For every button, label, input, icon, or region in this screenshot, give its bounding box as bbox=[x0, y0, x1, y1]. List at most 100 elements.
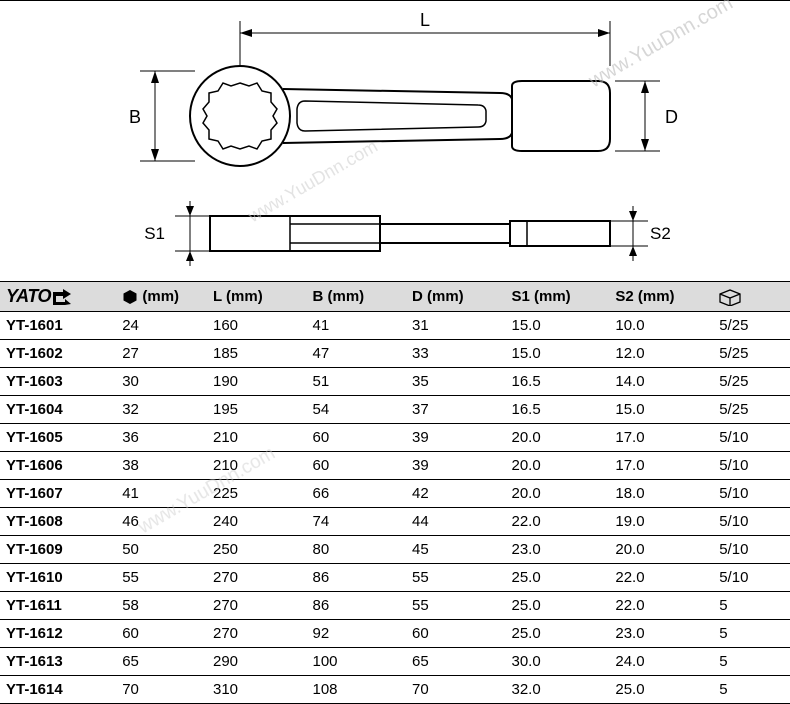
table-header-row: YATO (mm) L (mm) B (mm) D (mm) S1 (mm) bbox=[0, 282, 790, 312]
cell-hex: 27 bbox=[116, 340, 207, 368]
table-row: YT-160124160413115.010.05/25 bbox=[0, 312, 790, 340]
cell-S1: 20.0 bbox=[506, 452, 610, 480]
cell-B: 54 bbox=[307, 396, 407, 424]
cell-L: 310 bbox=[207, 676, 307, 704]
cell-S1: 25.0 bbox=[506, 620, 610, 648]
cell-S1: 15.0 bbox=[506, 340, 610, 368]
cell-S1: 15.0 bbox=[506, 312, 610, 340]
cell-pack: 5 bbox=[713, 648, 790, 676]
cell-code: YT-1609 bbox=[0, 536, 116, 564]
cell-S1: 25.0 bbox=[506, 564, 610, 592]
spec-table: YATO (mm) L (mm) B (mm) D (mm) S1 (mm) bbox=[0, 281, 790, 704]
cell-B: 47 bbox=[307, 340, 407, 368]
cell-B: 41 bbox=[307, 312, 407, 340]
cell-pack: 5/25 bbox=[713, 368, 790, 396]
cell-hex: 55 bbox=[116, 564, 207, 592]
col-hex-label: (mm) bbox=[142, 288, 179, 305]
cell-B: 108 bbox=[307, 676, 407, 704]
cell-code: YT-1605 bbox=[0, 424, 116, 452]
cell-S1: 16.5 bbox=[506, 396, 610, 424]
cell-hex: 36 bbox=[116, 424, 207, 452]
cell-L: 250 bbox=[207, 536, 307, 564]
cell-L: 210 bbox=[207, 424, 307, 452]
cell-code: YT-1610 bbox=[0, 564, 116, 592]
ring-socket-icon bbox=[203, 83, 277, 149]
cell-pack: 5/10 bbox=[713, 424, 790, 452]
table-row: YT-160536210603920.017.05/10 bbox=[0, 424, 790, 452]
cell-B: 60 bbox=[307, 424, 407, 452]
cell-code: YT-1611 bbox=[0, 592, 116, 620]
cell-S2: 25.0 bbox=[609, 676, 713, 704]
cell-S2: 12.0 bbox=[609, 340, 713, 368]
cell-code: YT-1604 bbox=[0, 396, 116, 424]
cell-L: 190 bbox=[207, 368, 307, 396]
cell-hex: 30 bbox=[116, 368, 207, 396]
table-row: YT-160950250804523.020.05/10 bbox=[0, 536, 790, 564]
cell-L: 225 bbox=[207, 480, 307, 508]
cell-D: 42 bbox=[406, 480, 506, 508]
cell-S2: 14.0 bbox=[609, 368, 713, 396]
cell-L: 195 bbox=[207, 396, 307, 424]
dim-label-D: D bbox=[665, 107, 678, 127]
cell-D: 45 bbox=[406, 536, 506, 564]
cell-pack: 5/10 bbox=[713, 452, 790, 480]
cell-S2: 17.0 bbox=[609, 452, 713, 480]
cell-pack: 5/10 bbox=[713, 536, 790, 564]
cell-S1: 25.0 bbox=[506, 592, 610, 620]
cell-hex: 46 bbox=[116, 508, 207, 536]
table-row: YT-161055270865525.022.05/10 bbox=[0, 564, 790, 592]
cell-S2: 20.0 bbox=[609, 536, 713, 564]
cell-B: 86 bbox=[307, 564, 407, 592]
cell-hex: 50 bbox=[116, 536, 207, 564]
cell-S1: 20.0 bbox=[506, 480, 610, 508]
cell-code: YT-1607 bbox=[0, 480, 116, 508]
cell-pack: 5 bbox=[713, 620, 790, 648]
dim-label-L: L bbox=[420, 10, 430, 30]
cell-code: YT-1608 bbox=[0, 508, 116, 536]
cell-pack: 5/25 bbox=[713, 396, 790, 424]
cell-B: 74 bbox=[307, 508, 407, 536]
cell-S1: 23.0 bbox=[506, 536, 610, 564]
cell-S2: 17.0 bbox=[609, 424, 713, 452]
hex-icon bbox=[122, 289, 138, 305]
table-row: YT-1614703101087032.025.05 bbox=[0, 676, 790, 704]
table-row: YT-160638210603920.017.05/10 bbox=[0, 452, 790, 480]
table-row: YT-160330190513516.514.05/25 bbox=[0, 368, 790, 396]
cell-S1: 20.0 bbox=[506, 424, 610, 452]
table-row: YT-1613652901006530.024.05 bbox=[0, 648, 790, 676]
cell-S2: 22.0 bbox=[609, 592, 713, 620]
cell-pack: 5/10 bbox=[713, 508, 790, 536]
cell-D: 44 bbox=[406, 508, 506, 536]
cell-D: 55 bbox=[406, 592, 506, 620]
table-row: YT-161158270865525.022.05 bbox=[0, 592, 790, 620]
cell-B: 100 bbox=[307, 648, 407, 676]
cell-S2: 24.0 bbox=[609, 648, 713, 676]
cell-B: 51 bbox=[307, 368, 407, 396]
dim-label-B: B bbox=[129, 107, 141, 127]
table-row: YT-160432195543716.515.05/25 bbox=[0, 396, 790, 424]
cell-D: 39 bbox=[406, 424, 506, 452]
cell-code: YT-1613 bbox=[0, 648, 116, 676]
cell-hex: 32 bbox=[116, 396, 207, 424]
col-D: D (mm) bbox=[406, 282, 506, 312]
table-row: YT-161260270926025.023.05 bbox=[0, 620, 790, 648]
brand-logo: YATO bbox=[6, 286, 110, 307]
table-row: YT-160741225664220.018.05/10 bbox=[0, 480, 790, 508]
col-S2: S2 (mm) bbox=[609, 282, 713, 312]
cell-S2: 10.0 bbox=[609, 312, 713, 340]
cell-S1: 22.0 bbox=[506, 508, 610, 536]
cell-D: 31 bbox=[406, 312, 506, 340]
cell-L: 185 bbox=[207, 340, 307, 368]
cell-code: YT-1601 bbox=[0, 312, 116, 340]
cell-L: 210 bbox=[207, 452, 307, 480]
brand-arrow-icon bbox=[53, 289, 71, 305]
spec-table-container: YATO (mm) L (mm) B (mm) D (mm) S1 (mm) bbox=[0, 281, 790, 704]
cell-S1: 16.5 bbox=[506, 368, 610, 396]
cell-code: YT-1603 bbox=[0, 368, 116, 396]
cell-S2: 23.0 bbox=[609, 620, 713, 648]
cell-code: YT-1606 bbox=[0, 452, 116, 480]
table-row: YT-160227185473315.012.05/25 bbox=[0, 340, 790, 368]
cell-L: 290 bbox=[207, 648, 307, 676]
cell-S2: 15.0 bbox=[609, 396, 713, 424]
cell-B: 60 bbox=[307, 452, 407, 480]
